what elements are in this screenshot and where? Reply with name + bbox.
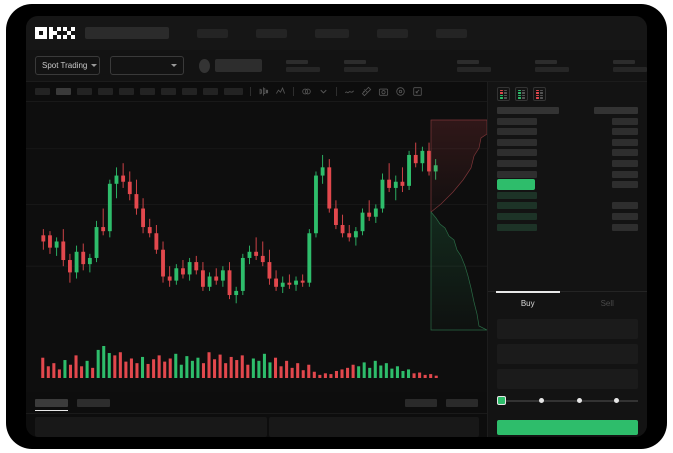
table-row[interactable] — [497, 159, 638, 167]
table-row[interactable] — [497, 128, 638, 136]
table-row[interactable] — [497, 149, 638, 157]
table-row[interactable] — [497, 191, 638, 199]
volume-chart-svg — [41, 346, 438, 378]
price-input[interactable] — [497, 319, 638, 339]
ruler-icon[interactable] — [361, 86, 372, 97]
market-type-label: Spot Trading — [42, 61, 88, 70]
pair-coin-avatar — [198, 58, 210, 73]
app-screen: Spot Trading — [26, 16, 647, 437]
header-nav — [197, 28, 467, 38]
chevron-down-icon — [91, 64, 98, 67]
buy-sell-tabs: Buy Sell — [488, 291, 647, 315]
orderbook-mode-bids-icon[interactable] — [515, 87, 528, 101]
amount-percent-slider[interactable] — [497, 396, 638, 406]
top-header — [26, 16, 647, 50]
orderbook-mode-both-icon[interactable] — [497, 87, 510, 101]
orderbook-rows — [488, 101, 647, 231]
camera-icon[interactable] — [378, 86, 389, 97]
tab-right-1[interactable] — [405, 392, 437, 413]
nav-item-4[interactable] — [377, 28, 408, 38]
ticker-stat-5 — [613, 59, 647, 72]
timeframe-1[interactable] — [35, 88, 50, 95]
tablet-device-frame: Spot Trading — [6, 4, 667, 449]
chart-toolbar — [26, 82, 487, 102]
orders-tab-bar — [26, 392, 487, 414]
tab-open-orders[interactable] — [35, 392, 68, 413]
nav-item-2[interactable] — [256, 28, 287, 38]
okx-logo-glyph-x — [63, 27, 75, 39]
slider-handle[interactable] — [497, 396, 506, 405]
tab-buy-label: Buy — [520, 299, 535, 308]
chevron-down-icon[interactable] — [318, 86, 329, 97]
orderbook-trade-panel: Buy Sell — [487, 82, 647, 437]
indicators-icon[interactable] — [275, 86, 286, 97]
table-row[interactable] — [497, 170, 638, 178]
orders-panel-left — [35, 417, 267, 437]
candlestick-chart-svg — [26, 142, 487, 304]
ticker-stats — [286, 59, 647, 72]
settings-icon[interactable] — [395, 86, 406, 97]
trading-pair-selector[interactable] — [110, 56, 184, 75]
orderbook-column-headers — [497, 107, 638, 114]
timeframe-5[interactable] — [119, 88, 134, 95]
table-row[interactable] — [497, 138, 638, 146]
tab-order-history[interactable] — [77, 392, 110, 413]
timeframe-2[interactable] — [56, 88, 71, 95]
table-row[interactable] — [497, 223, 638, 231]
timeframe-3[interactable] — [77, 88, 92, 95]
orders-panel-right — [269, 417, 479, 437]
timeframe-7[interactable] — [161, 88, 176, 95]
ticker-stat-1 — [286, 59, 320, 72]
orderbook-view-modes — [488, 82, 647, 101]
submit-order-button[interactable] — [497, 420, 638, 435]
slider-marker-75[interactable] — [614, 398, 620, 403]
tab-sell-label: Sell — [600, 299, 614, 308]
timeframe-10[interactable] — [224, 88, 243, 95]
market-type-selector[interactable]: Spot Trading — [35, 56, 100, 75]
orderbook-mode-asks-icon[interactable] — [533, 87, 546, 101]
table-row[interactable] — [497, 202, 638, 210]
toolbar-divider — [293, 87, 294, 96]
candlestick-chart-icon[interactable] — [258, 86, 269, 97]
timeframe-8[interactable] — [182, 88, 197, 95]
order-entry-form — [488, 315, 647, 394]
slider-marker-25[interactable] — [539, 398, 545, 403]
market-depth-overlay — [427, 116, 487, 334]
timeframe-4[interactable] — [98, 88, 113, 95]
amount-input[interactable] — [497, 344, 638, 364]
volume-chart — [26, 342, 487, 392]
orders-content-area — [26, 414, 487, 437]
slider-marker-50[interactable] — [577, 398, 583, 403]
pair-name-label — [214, 59, 262, 72]
table-row[interactable] — [497, 212, 638, 220]
nav-item-3[interactable] — [315, 28, 349, 38]
header-search-field[interactable] — [85, 27, 169, 39]
ticker-stat-4 — [535, 59, 569, 72]
ticker-stat-3 — [457, 59, 491, 72]
okx-logo-glyph-o — [35, 27, 47, 39]
timeframe-9[interactable] — [203, 88, 218, 95]
toolbar-divider — [336, 87, 337, 96]
line-chart-icon[interactable] — [344, 86, 355, 97]
chevron-down-icon — [170, 64, 177, 67]
okx-logo[interactable] — [35, 27, 75, 39]
table-row[interactable] — [497, 117, 638, 125]
fullscreen-icon[interactable] — [412, 86, 423, 97]
tab-sell[interactable]: Sell — [568, 292, 648, 315]
tab-right-2[interactable] — [446, 392, 478, 413]
ticker-stat-2 — [344, 59, 378, 72]
market-subheader: Spot Trading — [26, 50, 647, 82]
tab-buy[interactable]: Buy — [488, 291, 568, 315]
slider-track — [497, 400, 638, 402]
nav-item-5[interactable] — [436, 28, 467, 38]
compare-icon[interactable] — [301, 86, 312, 97]
toolbar-divider — [250, 87, 251, 96]
orderbook-last-price-row[interactable] — [497, 179, 638, 191]
total-input[interactable] — [497, 369, 638, 389]
okx-logo-glyph-k — [49, 27, 61, 39]
nav-item-1[interactable] — [197, 28, 228, 38]
price-chart[interactable] — [26, 102, 487, 342]
timeframe-6[interactable] — [140, 88, 155, 95]
